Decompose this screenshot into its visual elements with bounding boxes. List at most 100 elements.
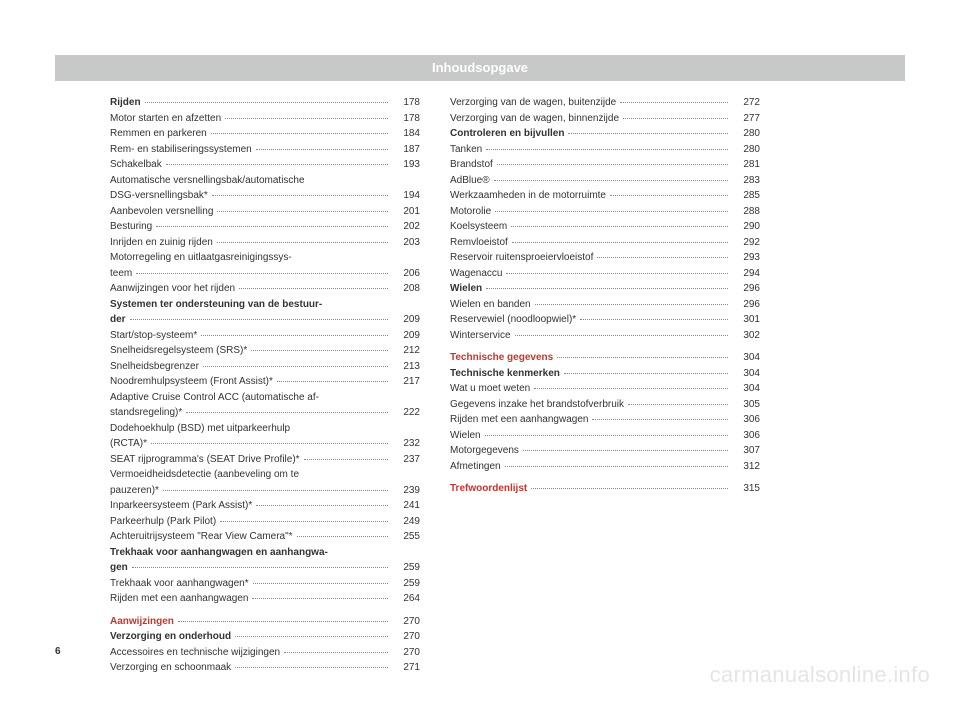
toc-dots	[557, 357, 728, 358]
toc-page: 203	[392, 235, 420, 251]
toc-row: Reservewiel (noodloopwiel)* 301	[450, 312, 760, 328]
toc-dots	[304, 459, 388, 460]
toc-label: Remvloeistof	[450, 235, 508, 251]
toc-label: teem	[110, 266, 132, 282]
toc-label: Verzorging van de wagen, binnenzijde	[450, 111, 619, 127]
toc-dots	[506, 273, 728, 274]
toc-dots	[494, 180, 728, 181]
toc-row: Automatische versnellingsbak/automatisch…	[110, 173, 420, 189]
toc-page: 208	[392, 281, 420, 297]
manual-page: Inhoudsopgave Rijden178Motor starten en …	[55, 55, 905, 655]
toc-label: DSG-versnellingsbak*	[110, 188, 208, 204]
toc-dots	[256, 505, 388, 506]
toc-gap	[450, 343, 760, 350]
toc-gap	[110, 607, 420, 614]
toc-page: 264	[392, 591, 420, 607]
toc-label: Controleren en bijvullen	[450, 126, 564, 142]
toc-row: Snelheidsbegrenzer213	[110, 359, 420, 375]
toc-row: Adaptive Cruise Control ACC (automatisch…	[110, 390, 420, 406]
toc-label: AdBlue®	[450, 173, 490, 189]
toc-dots	[610, 195, 728, 196]
toc-page: 184	[392, 126, 420, 142]
toc-dots	[225, 118, 388, 119]
toc-label: Koelsysteem	[450, 219, 507, 235]
toc-label: Accessoires en technische wijzigingen	[110, 645, 280, 661]
toc-label: Werkzaamheden in de motorruimte	[450, 188, 606, 204]
toc-row: Koelsysteem290	[450, 219, 760, 235]
toc-page: 259	[392, 560, 420, 576]
toc-dots	[201, 335, 388, 336]
toc-label: Verzorging van de wagen, buitenzijde	[450, 95, 616, 111]
toc-row: Motorgegevens307	[450, 443, 760, 459]
toc-label: Reservoir ruitensproeiervloeistof	[450, 250, 593, 266]
toc-row: Trekhaak voor aanhangwagen en aanhangwa-	[110, 545, 420, 561]
toc-label: Snelheidsbegrenzer	[110, 359, 199, 375]
toc-dots	[239, 288, 388, 289]
toc-page: 288	[732, 204, 760, 220]
toc-row: Trefwoordenlijst315	[450, 481, 760, 497]
toc-label: Achteruitrijsysteem "Rear View Camera"*	[110, 529, 293, 545]
toc-page: 241	[392, 498, 420, 514]
toc-row: Aanbevolen versnelling201	[110, 204, 420, 220]
toc-page: 217	[392, 374, 420, 390]
toc-dots	[623, 118, 728, 119]
toc-row: Verzorging en schoonmaak271	[110, 660, 420, 676]
toc-label: Rem- en stabiliseringssystemen	[110, 142, 252, 158]
toc-page: 307	[732, 443, 760, 459]
toc-page: 178	[392, 95, 420, 111]
toc-row: Brandstof 281	[450, 157, 760, 173]
toc-label: Tanken	[450, 142, 482, 158]
toc-page: 249	[392, 514, 420, 530]
toc-label: der	[110, 312, 126, 328]
toc-label: Brandstof	[450, 157, 493, 173]
toc-page: 281	[732, 157, 760, 173]
toc-dots	[505, 466, 728, 467]
toc-label: Wielen en banden	[450, 297, 531, 313]
toc-page: 187	[392, 142, 420, 158]
toc-dots	[235, 667, 388, 668]
toc-label: Verzorging en onderhoud	[110, 629, 231, 645]
toc-label: Aanwijzingen voor het rijden	[110, 281, 235, 297]
toc-row: Achteruitrijsysteem "Rear View Camera"*2…	[110, 529, 420, 545]
toc-dots	[497, 164, 728, 165]
toc-row: Aanwijzingen270	[110, 614, 420, 630]
toc-columns: Rijden178Motor starten en afzetten178Rem…	[55, 81, 905, 676]
toc-label: Trefwoordenlijst	[450, 481, 527, 497]
toc-row: Gegevens inzake het brandstofverbruik305	[450, 397, 760, 413]
toc-row: Wielen en banden296	[450, 297, 760, 313]
toc-row: Rijden met een aanhangwagen306	[450, 412, 760, 428]
toc-label: Afmetingen	[450, 459, 501, 475]
toc-row: DSG-versnellingsbak*194	[110, 188, 420, 204]
toc-label: Trekhaak voor aanhangwagen*	[110, 576, 249, 592]
toc-dots	[235, 636, 388, 637]
toc-page: 304	[732, 381, 760, 397]
toc-dots	[220, 521, 388, 522]
toc-label: Winterservice	[450, 328, 511, 344]
toc-dots	[132, 567, 388, 568]
toc-row: Systemen ter ondersteuning van de bestuu…	[110, 297, 420, 313]
toc-page: 270	[392, 614, 420, 630]
toc-page: 270	[392, 629, 420, 645]
toc-row: Motorregeling en uitlaatgasreinigingssys…	[110, 250, 420, 266]
toc-dots	[523, 450, 728, 451]
toc-page: 202	[392, 219, 420, 235]
toc-page: 178	[392, 111, 420, 127]
toc-page: 212	[392, 343, 420, 359]
toc-row: Rem- en stabiliseringssystemen 187	[110, 142, 420, 158]
toc-row: Accessoires en technische wijzigingen270	[110, 645, 420, 661]
toc-page: 209	[392, 328, 420, 344]
toc-dots	[277, 381, 388, 382]
toc-label: Rijden met een aanhangwagen	[110, 591, 248, 607]
toc-label: pauzeren)*	[110, 483, 159, 499]
toc-label: Reservewiel (noodloopwiel)*	[450, 312, 576, 328]
toc-label: Technische gegevens	[450, 350, 553, 366]
toc-row: Noodremhulpsysteem (Front Assist)*217	[110, 374, 420, 390]
toc-gap	[450, 474, 760, 481]
toc-dots	[620, 102, 728, 103]
toc-page: 306	[732, 428, 760, 444]
toc-row: Rijden met een aanhangwagen 264	[110, 591, 420, 607]
toc-page: 301	[732, 312, 760, 328]
toc-row: pauzeren)*239	[110, 483, 420, 499]
toc-label: gen	[110, 560, 128, 576]
toc-label: Systemen ter ondersteuning van de bestuu…	[110, 297, 322, 313]
